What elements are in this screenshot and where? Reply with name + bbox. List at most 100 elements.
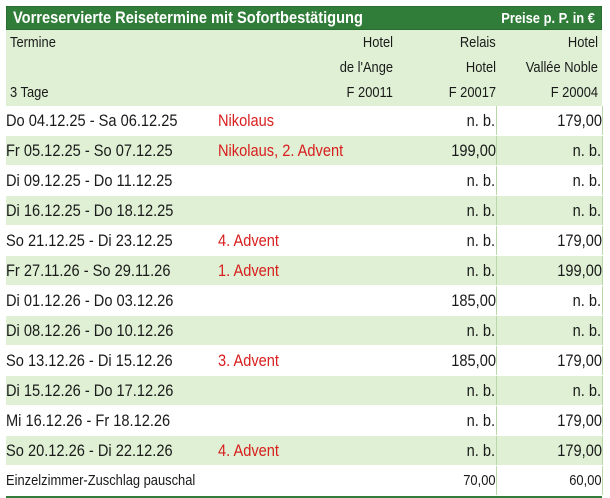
dates-table: Do 04.12.25 - Sa 06.12.25 Nikolaus n. b. 17…	[6, 106, 602, 496]
hotel-2-line1: Relais	[460, 34, 496, 51]
price-cell-hotel-1: n. b.	[390, 435, 496, 466]
price-value: 179,00	[556, 230, 602, 250]
table-header: Termine 3 Tage Hotel de l'Ange F 20011 R…	[6, 30, 602, 106]
price-value: n. b.	[573, 290, 602, 310]
price-cell-hotel-2: n. b.	[495, 375, 602, 406]
table-row: Di 16.12.25 - Do 18.12.25n. b.n. b.209,0…	[6, 195, 602, 226]
row-date-cell: Di 09.12.25 - Do 11.12.25	[6, 165, 218, 196]
price-value: n. b.	[467, 200, 496, 220]
row-date: Di 01.12.26 - Do 03.12.26	[6, 290, 174, 310]
price-cell-hotel-2: 199,00	[495, 255, 602, 286]
row-note-cell	[218, 375, 390, 406]
row-note: 4. Advent	[218, 440, 279, 460]
row-date-cell: Fr 27.11.26 - So 29.11.26	[6, 255, 218, 286]
row-date-cell: So 20.12.26 - Di 22.12.26	[6, 435, 218, 466]
footer-row: Einzelzimmer-Zuschlag pauschal 70,00 60,00…	[6, 465, 602, 496]
footer-price-hotel-1: 70,00	[390, 465, 496, 496]
row-note: Nikolaus	[218, 110, 275, 130]
footer-price-hotel-2: 60,00	[495, 465, 602, 496]
price-value: 185,00	[450, 290, 496, 310]
hotel-2-code: F 20017	[448, 84, 496, 101]
price-value: 179,00	[556, 110, 602, 130]
price-cell-hotel-1: n. b.	[390, 225, 496, 256]
price-cell-hotel-1: n. b.	[390, 255, 496, 286]
price-cell-hotel-2: n. b.	[495, 315, 602, 346]
row-note: 1. Advent	[218, 260, 279, 280]
price-cell-hotel-2: n. b.	[495, 165, 602, 196]
row-date: Mi 16.12.26 - Fr 18.12.26	[6, 410, 171, 430]
table-row: Di 08.12.26 - Do 10.12.26n. b.n. b.209,0…	[6, 315, 602, 346]
header-termine: Termine	[10, 34, 56, 51]
price-cell-hotel-2: 179,00	[495, 225, 602, 256]
table-row: Fr 27.11.26 - So 29.11.26 1. Advent n. b. 1…	[6, 255, 602, 286]
price-value: n. b.	[467, 170, 496, 190]
table-row: Di 09.12.25 - Do 11.12.25n. b.n. b.209,0…	[6, 165, 602, 196]
price-value: n. b.	[467, 440, 496, 460]
price-value: n. b.	[573, 380, 602, 400]
table-title: Vorreservierte Reisetermine mit Sofortbe…	[13, 8, 363, 27]
price-value: 179,00	[556, 440, 602, 460]
price-cell-hotel-1: 199,00	[390, 135, 496, 166]
row-note: Nikolaus, 2. Advent	[218, 140, 344, 160]
footer-price: 70,00	[463, 472, 496, 489]
row-date: Do 04.12.25 - Sa 06.12.25	[6, 110, 178, 130]
hotel-2-line2: Hotel	[465, 59, 496, 76]
price-value: n. b.	[467, 110, 496, 130]
row-note-cell	[218, 165, 390, 196]
price-value: n. b.	[573, 170, 602, 190]
row-note-cell	[218, 195, 390, 226]
table-row: Fr 05.12.25 - So 07.12.25 Nikolaus, 2. Ad…	[6, 135, 602, 166]
row-date: So 21.12.25 - Di 23.12.25	[6, 230, 173, 250]
table-row: Di 15.12.26 - Do 17.12.26n. b.n. b.209,0…	[6, 375, 602, 406]
row-date-cell: Di 01.12.26 - Do 03.12.26	[6, 285, 218, 316]
row-date: Fr 27.11.26 - So 29.11.26	[6, 260, 171, 280]
row-date-cell: Di 16.12.25 - Do 18.12.25	[6, 195, 218, 226]
price-cell-hotel-1: 185,00	[390, 285, 496, 316]
row-note-cell: 4. Advent	[218, 435, 390, 466]
row-date-cell: Do 04.12.25 - Sa 06.12.25	[6, 106, 218, 136]
footer-label-cell: Einzelzimmer-Zuschlag pauschal	[6, 465, 390, 496]
price-cell-hotel-1: n. b.	[390, 195, 496, 226]
footer-label: Einzelzimmer-Zuschlag pauschal	[6, 472, 196, 489]
price-cell-hotel-2: 179,00	[495, 106, 602, 136]
table-row: So 21.12.25 - Di 23.12.25 4. Advent n. b. 1…	[6, 225, 602, 256]
table-row: So 13.12.26 - Di 15.12.26 3. Advent 185,00…	[6, 345, 602, 376]
price-cell-hotel-2: n. b.	[495, 135, 602, 166]
row-note-cell: Nikolaus, 2. Advent	[218, 135, 390, 166]
table-row: Mi 16.12.26 - Fr 18.12.26n. b.179,00n. b…	[6, 405, 602, 436]
table-row: So 20.12.26 - Di 22.12.26 4. Advent n. b. 1…	[6, 435, 602, 466]
row-date: Di 16.12.25 - Do 18.12.25	[6, 200, 174, 220]
row-date-cell: Di 15.12.26 - Do 17.12.26	[6, 375, 218, 406]
row-note-cell	[218, 405, 390, 436]
title-bar: Vorreservierte Reisetermine mit Sofortbe…	[6, 6, 602, 30]
price-cell-hotel-1: n. b.	[390, 165, 496, 196]
price-cell-hotel-1: n. b.	[390, 375, 496, 406]
price-cell-hotel-1: 185,00	[390, 345, 496, 376]
header-duration: 3 Tage	[10, 84, 49, 101]
price-value: n. b.	[573, 140, 602, 160]
price-cell-hotel-2: n. b.	[495, 195, 602, 226]
price-cell-hotel-2: 179,00	[495, 435, 602, 466]
row-date-cell: So 21.12.25 - Di 23.12.25	[6, 225, 218, 256]
row-note: 3. Advent	[218, 350, 279, 370]
row-note: 4. Advent	[218, 230, 279, 250]
price-cell-hotel-1: n. b.	[390, 405, 496, 436]
price-table: Vorreservierte Reisetermine mit Sofortbe…	[6, 6, 602, 498]
row-date: Di 15.12.26 - Do 17.12.26	[6, 380, 174, 400]
hotel-1-line2: de l'Ange	[339, 59, 393, 76]
hotel-1-code: F 20011	[346, 84, 393, 101]
row-date: Di 09.12.25 - Do 11.12.25	[6, 170, 173, 190]
hotel-3-line2: Vallée Noble	[525, 59, 598, 76]
price-value: 179,00	[556, 410, 602, 430]
price-cell-hotel-2: 179,00	[495, 405, 602, 436]
table-row: Do 04.12.25 - Sa 06.12.25 Nikolaus n. b. 17…	[6, 106, 602, 136]
row-note-cell	[218, 285, 390, 316]
price-value: 199,00	[556, 260, 602, 280]
price-value: 185,00	[450, 350, 496, 370]
price-value: 179,00	[556, 350, 602, 370]
price-value: n. b.	[467, 410, 496, 430]
row-date: Di 08.12.26 - Do 10.12.26	[6, 320, 174, 340]
row-date-cell: Mi 16.12.26 - Fr 18.12.26	[6, 405, 218, 436]
price-cell-hotel-2: n. b.	[495, 285, 602, 316]
hotel-1-line1: Hotel	[362, 34, 393, 51]
